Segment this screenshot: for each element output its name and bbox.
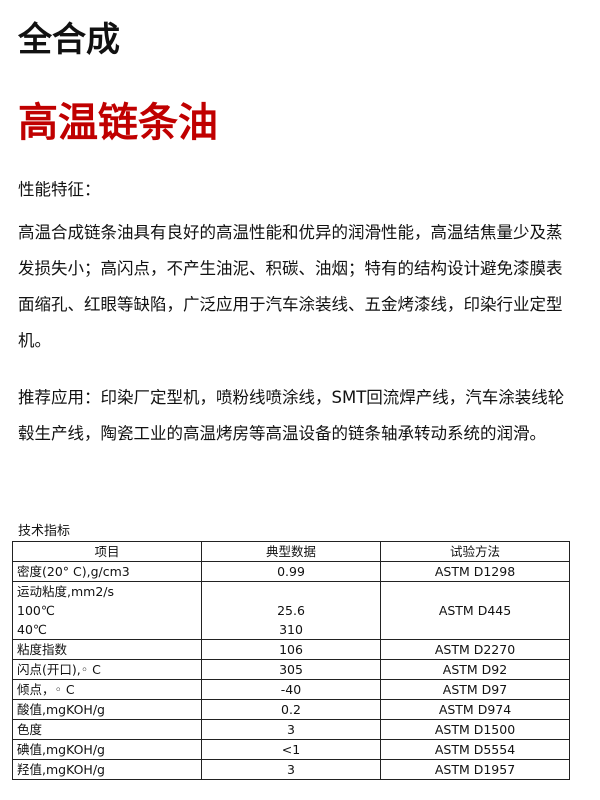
cell: 305 bbox=[201, 659, 381, 680]
cell: ASTM D92 bbox=[380, 659, 570, 680]
cell: 酸值,mgKOH/g bbox=[12, 699, 202, 720]
subtitle: 高温链条油 bbox=[18, 100, 218, 146]
cell: 3 bbox=[201, 719, 381, 740]
cell: ASTM D97 bbox=[380, 679, 570, 700]
cell: ASTM D1500 bbox=[380, 719, 570, 740]
cell: 3 bbox=[201, 759, 381, 780]
cell-line: 运动粘度,mm2/s bbox=[17, 584, 115, 599]
cell: 运动粘度,mm2/s 100℃ 40℃ bbox=[12, 581, 202, 640]
paragraph: 推荐应用：印染厂定型机，喷粉线喷涂线，SMT回流焊产线，汽车涂装线轮毂生产线，陶… bbox=[18, 388, 565, 443]
cell: ASTM D1957 bbox=[380, 759, 570, 780]
row: 碘值,mgKOH/g <1 ASTM D5554 bbox=[12, 739, 570, 760]
cell: -40 bbox=[201, 679, 381, 700]
cell: 密度(20° C),g/cm3 bbox=[12, 561, 202, 582]
cell: ASTM D445 bbox=[380, 581, 570, 640]
cell-line: 40℃ bbox=[17, 622, 47, 637]
header-cell: 项目 bbox=[12, 541, 202, 562]
cell: 羟值,mgKOH/g bbox=[12, 759, 202, 780]
cell: 0.99 bbox=[201, 561, 381, 582]
cell-line: 25.6 bbox=[277, 603, 305, 618]
cell: <1 bbox=[201, 739, 381, 760]
cell: 闪点(开口),◦ C bbox=[12, 659, 202, 680]
row: 色度 3 ASTM D1500 bbox=[12, 719, 570, 740]
cell: 倾点，◦ C bbox=[12, 679, 202, 700]
row: 粘度指数 106 ASTM D2270 bbox=[12, 639, 570, 660]
row: 密度(20° C),g/cm3 0.99 ASTM D1298 bbox=[12, 561, 570, 582]
paragraph: 高温合成链条油具有良好的高温性能和优异的润滑性能，高温结焦量少及蒸发损失小；高闪… bbox=[18, 223, 563, 350]
header-cell: 试验方法 bbox=[380, 541, 570, 562]
section-heading: 性能特征： bbox=[18, 180, 101, 199]
row: 倾点，◦ C -40 ASTM D97 bbox=[12, 679, 570, 700]
row: 闪点(开口),◦ C 305 ASTM D92 bbox=[12, 659, 570, 680]
row: 运动粘度,mm2/s 100℃ 40℃ 25.6 310 ASTM D445 bbox=[12, 581, 570, 640]
cell: ASTM D5554 bbox=[380, 739, 570, 760]
row: 羟值,mgKOH/g 3 ASTM D1957 bbox=[12, 759, 570, 780]
row: 酸值,mgKOH/g 0.2 ASTM D974 bbox=[12, 699, 570, 720]
cell: 25.6 310 bbox=[201, 581, 381, 640]
header-row: 项目 典型数据 试验方法 bbox=[12, 541, 570, 562]
header-cell: 典型数据 bbox=[201, 541, 381, 562]
cell: ASTM D2270 bbox=[380, 639, 570, 660]
cell: 106 bbox=[201, 639, 381, 660]
cell: ASTM D974 bbox=[380, 699, 570, 720]
cell: 粘度指数 bbox=[12, 639, 202, 660]
cell-line: 100℃ bbox=[17, 603, 55, 618]
cell: 色度 bbox=[12, 719, 202, 740]
table-caption: 技术指标 bbox=[18, 524, 71, 539]
cell: 碘值,mgKOH/g bbox=[12, 739, 202, 760]
cell-line: 310 bbox=[279, 622, 303, 637]
title: 全合成 bbox=[18, 20, 120, 60]
spec-table: 项目 典型数据 试验方法 密度(20° C),g/cm3 0.99 ASTM D12… bbox=[12, 541, 570, 780]
cell: 0.2 bbox=[201, 699, 381, 720]
cell: ASTM D1298 bbox=[380, 561, 570, 582]
